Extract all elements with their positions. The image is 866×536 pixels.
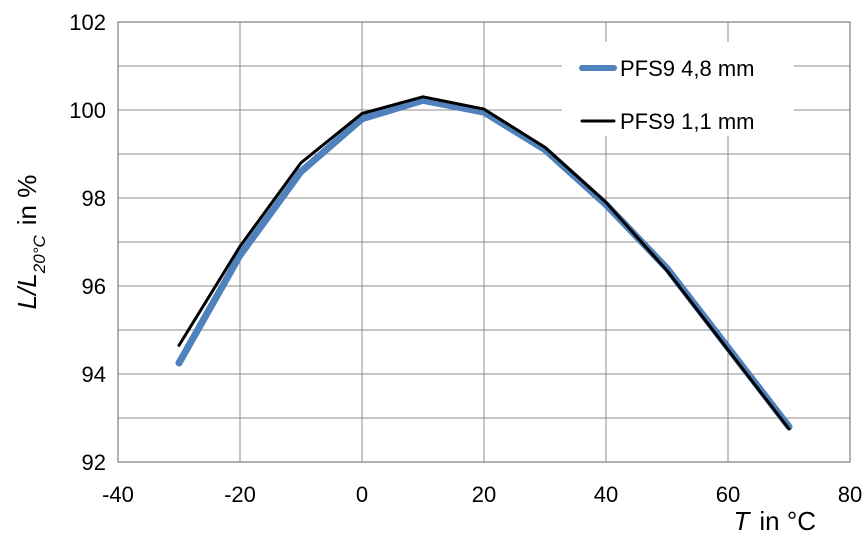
x-tick-label: -40 [102, 482, 134, 507]
legend-label-series-2: PFS9 1,1 mm [620, 109, 754, 134]
y-tick-label: 102 [69, 10, 106, 35]
series-layer [175, 95, 793, 431]
x-tick-label: 40 [594, 482, 618, 507]
y-tick-label: 94 [82, 362, 106, 387]
x-tick-label: 20 [472, 482, 496, 507]
y-tick-label: 100 [69, 98, 106, 123]
x-tick-label: 0 [356, 482, 368, 507]
y-tick-label: 92 [82, 450, 106, 475]
x-tick-label: 60 [716, 482, 740, 507]
y-tick-labels: 92 94 96 98 100 102 [69, 10, 106, 475]
x-tick-label: 80 [838, 482, 862, 507]
legend-label-series-1: PFS9 4,8 mm [620, 56, 754, 81]
y-tick-label: 98 [82, 186, 106, 211]
x-tick-label: -20 [224, 482, 256, 507]
y-axis-title: L/L20°Cin % [12, 175, 49, 310]
y-tick-label: 96 [82, 274, 106, 299]
x-tick-labels: -40 -20 0 20 40 60 80 [102, 482, 862, 507]
legend: PFS9 4,8 mm PFS9 1,1 mm [562, 42, 794, 136]
plot-area-frame [117, 21, 851, 463]
series-line-2 [177, 95, 791, 431]
